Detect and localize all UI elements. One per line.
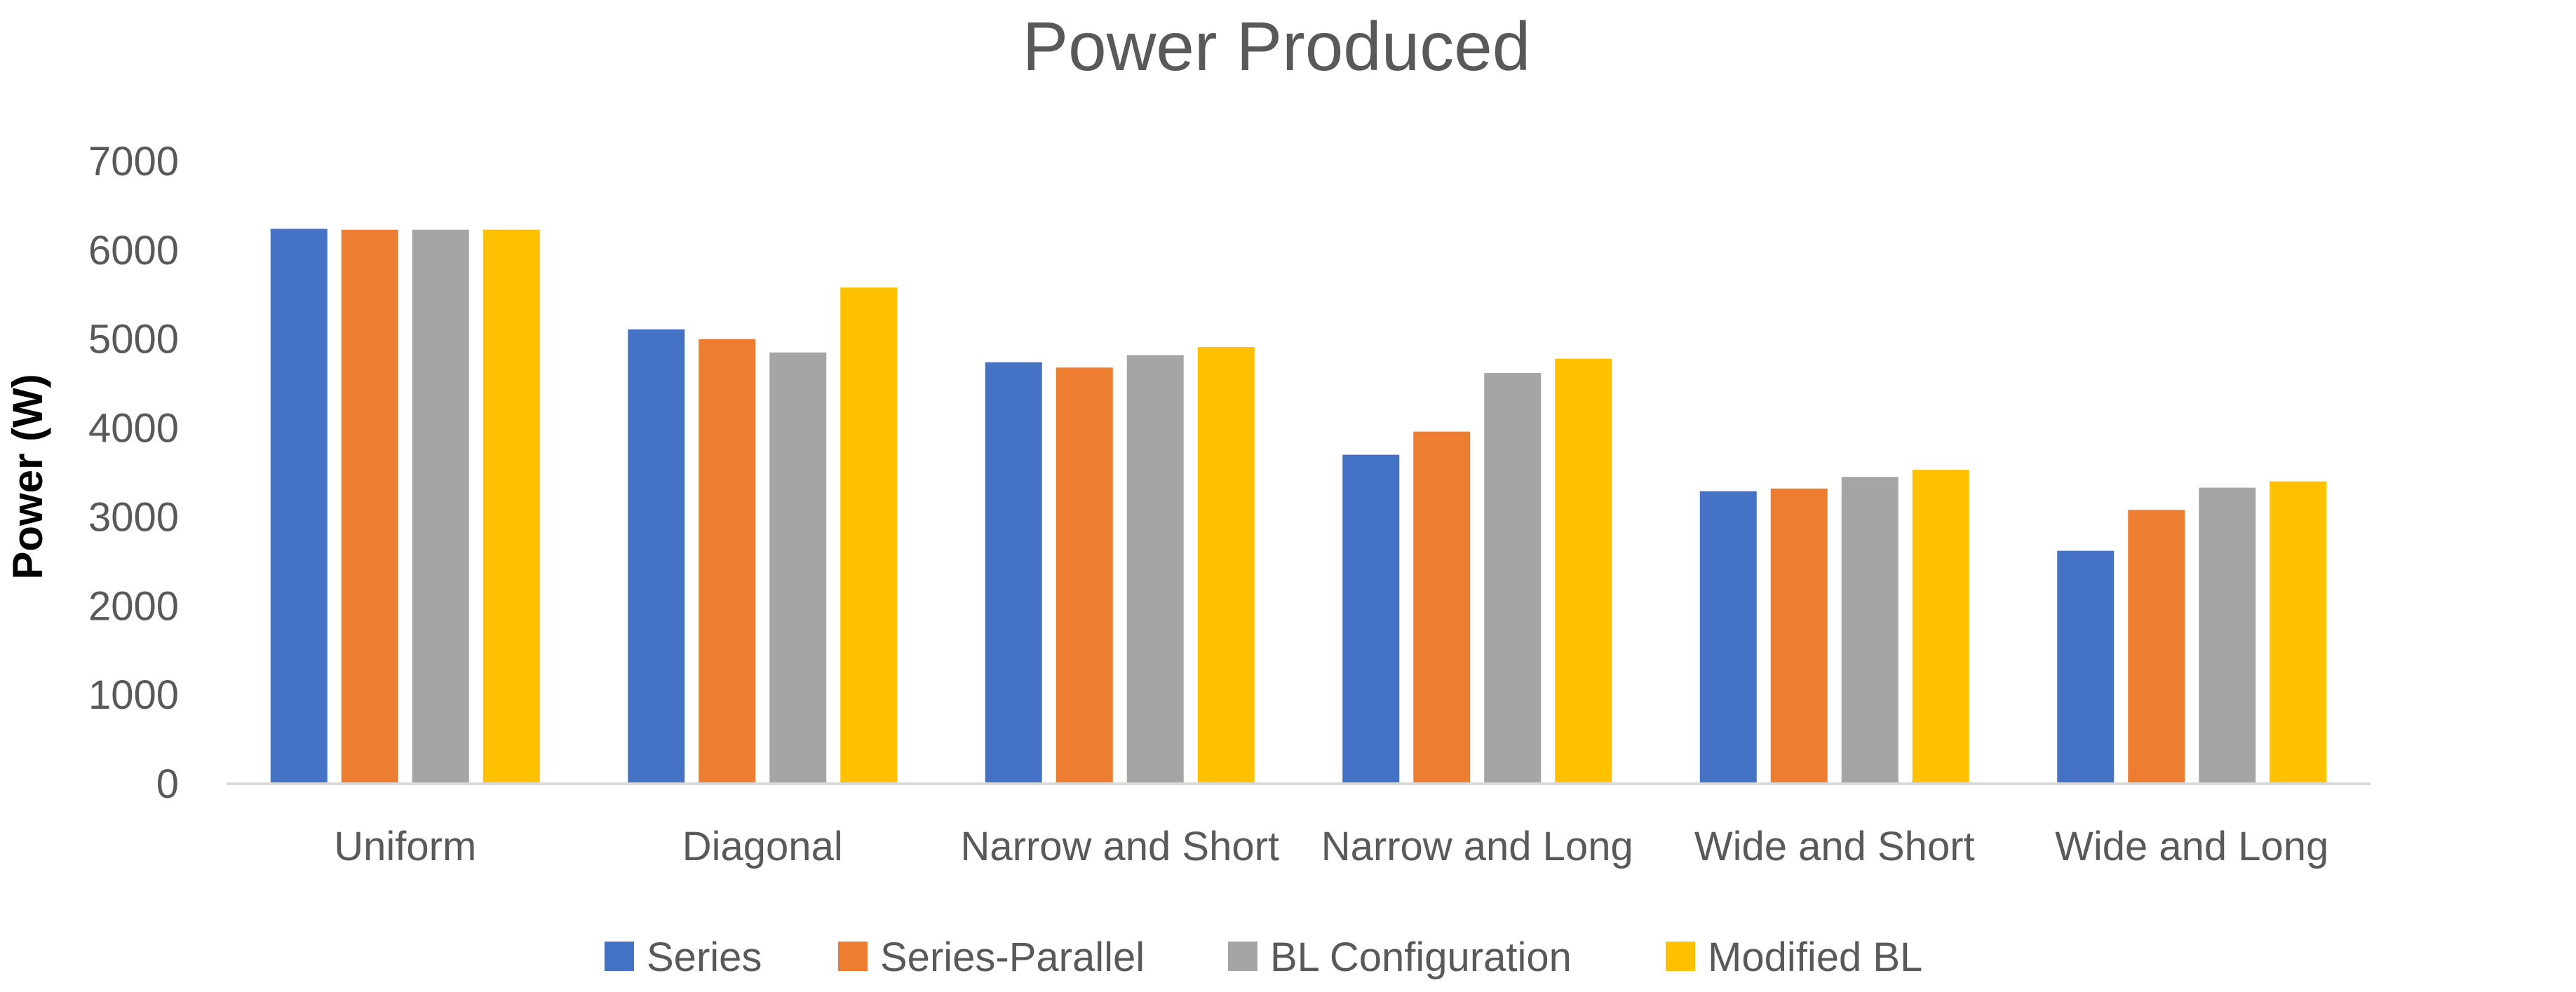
y-tick-label: 3000	[88, 494, 179, 540]
bar	[1484, 372, 1542, 784]
y-tick-label: 7000	[88, 139, 179, 184]
legend-label: Modified BL	[1708, 935, 1922, 980]
bar	[1342, 454, 1400, 784]
bar	[412, 229, 469, 784]
y-axis-title: Power (W)	[4, 374, 51, 579]
bar	[1056, 367, 1113, 784]
legend-label: Series-Parallel	[880, 935, 1145, 980]
legend-swatch	[1666, 942, 1695, 971]
legend-swatch	[1228, 942, 1257, 971]
legend-label: Series	[647, 935, 762, 980]
legend-item: BL Configuration	[1228, 935, 1572, 980]
legend-swatch	[605, 942, 634, 971]
legend: Series Series-Parallel BL Configuration Mod…	[605, 935, 1922, 980]
legend-item: Modified BL	[1666, 935, 1922, 980]
bar	[1699, 491, 1757, 784]
bar	[2057, 550, 2115, 784]
y-tick-label: 1000	[88, 672, 179, 718]
category-label: Diagonal	[682, 824, 843, 869]
y-axis-title-group: Power (W)	[4, 374, 51, 579]
category-label: Wide and Long	[2055, 824, 2328, 869]
y-tick-label: 4000	[88, 406, 179, 451]
bar	[1770, 488, 1828, 784]
category-labels: Uniform Diagonal Narrow and Short Narrow an…	[334, 824, 2328, 869]
bar	[1841, 477, 1899, 784]
bar	[2270, 481, 2327, 784]
bar	[270, 229, 328, 784]
category-label: Narrow and Long	[1321, 824, 1633, 869]
bars	[270, 229, 2327, 784]
y-tick-label: 6000	[88, 228, 179, 273]
bar	[769, 352, 827, 784]
legend-label: BL Configuration	[1270, 935, 1572, 980]
bar	[985, 362, 1042, 784]
category-label: Wide and Short	[1694, 824, 1975, 869]
bar	[628, 329, 685, 784]
y-tick-label: 0	[156, 761, 179, 807]
bar	[699, 339, 756, 784]
category-label: Uniform	[334, 824, 476, 869]
bar	[1912, 470, 1969, 784]
bar	[2128, 510, 2185, 784]
category-label: Narrow and Short	[960, 824, 1279, 869]
bar	[1197, 347, 1255, 784]
bar	[1555, 358, 1612, 784]
bar	[341, 229, 398, 784]
bar	[1126, 355, 1184, 784]
y-axis-ticks: 0 1000 2000 3000 4000 5000 6000 7000	[88, 139, 179, 807]
bar	[840, 287, 898, 784]
bar	[2199, 487, 2256, 784]
chart-title: Power Produced	[1023, 8, 1531, 85]
legend-item: Series	[605, 935, 762, 980]
y-tick-label: 2000	[88, 583, 179, 629]
y-tick-label: 5000	[88, 317, 179, 362]
legend-swatch	[838, 942, 868, 971]
bar	[483, 229, 540, 784]
legend-item: Series-Parallel	[838, 935, 1145, 980]
bar	[1413, 431, 1471, 784]
